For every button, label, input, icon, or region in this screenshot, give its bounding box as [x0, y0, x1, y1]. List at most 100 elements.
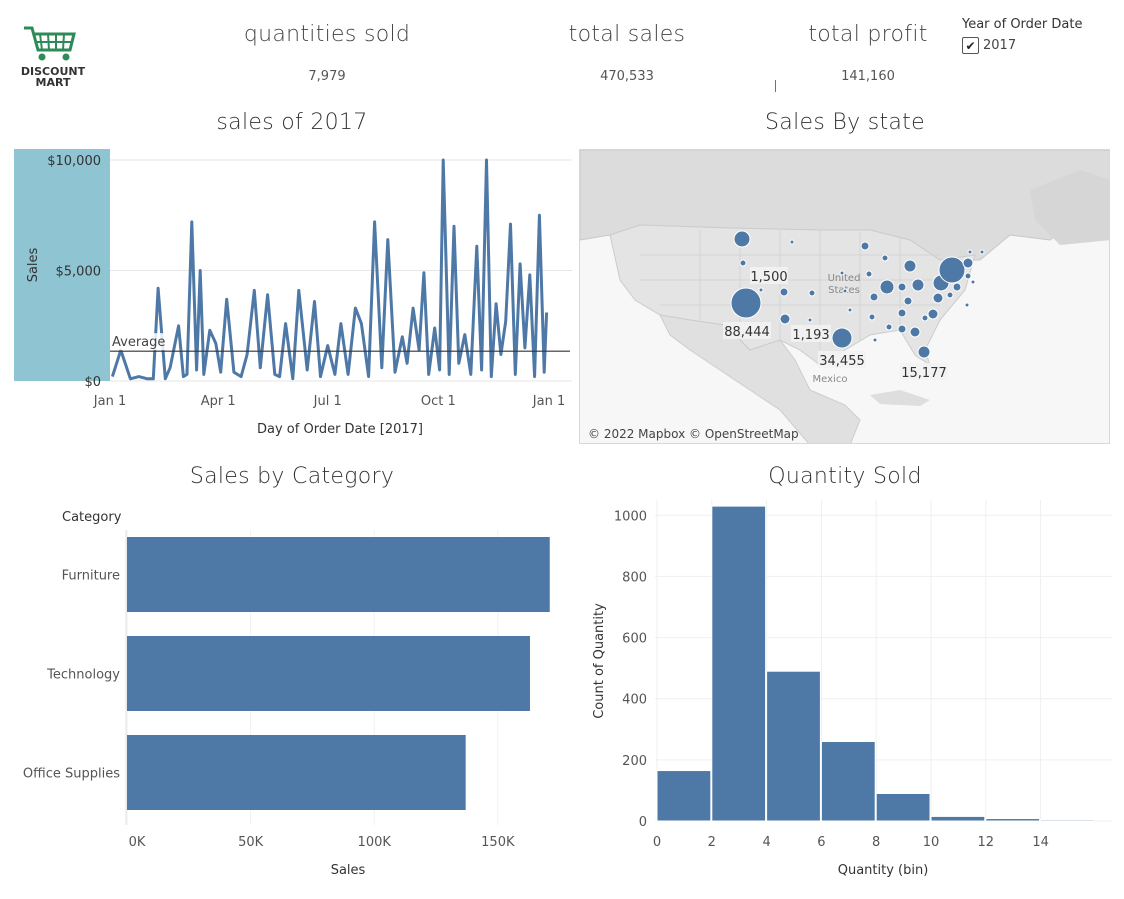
bubble-vermont	[967, 249, 973, 255]
bubble-minnesota	[860, 241, 870, 251]
logo-text-line1: DISCOUNT	[20, 65, 86, 78]
x-tick-label: 50K	[238, 835, 264, 850]
x-tick-label: Apr 1	[201, 394, 236, 409]
kpi-sales-title: total sales	[568, 22, 686, 47]
x-tick-label: Oct 1	[421, 394, 456, 409]
map-attribution[interactable]: © 2022 Mapbox © OpenStreetMap	[588, 427, 799, 441]
category-bar[interactable]	[127, 735, 466, 810]
kpi-quantities-value: 7,979	[308, 69, 346, 84]
bubble-newyork	[938, 256, 966, 284]
country-label-us-1: United	[828, 273, 861, 284]
kpi-profit-marker	[775, 80, 776, 92]
x-tick-label: 100K	[358, 835, 392, 850]
bubble-virginia	[932, 292, 944, 304]
bubble-connecticut	[964, 272, 972, 280]
bubble-nevada	[758, 287, 764, 293]
x-axis-title: Day of Order Date [2017]	[257, 422, 423, 437]
histogram-bar[interactable]	[1040, 819, 1095, 822]
bubble-georgia	[909, 326, 921, 338]
x-tick-label: Jan 1	[532, 394, 565, 409]
bubble-kentucky	[903, 296, 913, 306]
category-bar[interactable]	[127, 537, 550, 612]
kpi-quantities-title: quantities sold	[243, 22, 411, 47]
x-tick-label: 12	[978, 835, 995, 850]
sales-line-chart[interactable]: Sales $0 $5,000 $10,000 Jan 1 Apr 1 Jul 1 Oct…	[0, 140, 580, 450]
histogram-title: Quantity Sold	[768, 464, 922, 489]
kpi-sales-value: 470,533	[600, 69, 654, 84]
category-label: Office Supplies	[23, 767, 120, 782]
bubble-oklahoma	[847, 307, 853, 313]
bubble-washington	[733, 230, 751, 248]
y-axis-highlight	[14, 149, 110, 381]
histogram-bar[interactable]	[875, 792, 931, 822]
bubble-delaware	[964, 302, 970, 308]
bubble-alabama	[897, 324, 907, 334]
bubble-wisconsin	[881, 254, 889, 262]
bubble-ohio	[911, 278, 925, 292]
y-tick-label: $10,000	[47, 154, 101, 169]
state-bubbles[interactable]	[730, 230, 985, 359]
histogram-bar[interactable]	[656, 770, 712, 822]
map-label-1193: 1,193	[792, 328, 829, 343]
category-chart-title: Sales by Category	[189, 464, 395, 489]
x-tick-label: Jul 1	[313, 394, 342, 409]
map-label-1500: 1,500	[750, 270, 787, 285]
y-tick-label: 800	[622, 570, 647, 585]
bubble-indiana	[897, 282, 907, 292]
x-tick-label: 8	[872, 835, 880, 850]
bubble-florida	[917, 345, 931, 359]
y-tick-label: 1000	[614, 509, 647, 524]
map-value-labels: 1,500 88,444 1,193 34,455 15,177	[723, 267, 948, 381]
y-tick-label: 600	[622, 632, 647, 647]
shopping-cart-icon	[24, 26, 76, 61]
bubble-arizona	[779, 313, 791, 325]
category-label: Technology	[46, 668, 120, 683]
bubble-southcarolina	[921, 314, 929, 322]
country-label-mexico: Mexico	[813, 374, 848, 385]
bubble-utah	[779, 287, 789, 297]
filter-option-2017[interactable]: ✔ 2017	[962, 37, 1016, 54]
map-label-34455: 34,455	[819, 354, 865, 369]
bubble-nebraska	[839, 270, 845, 276]
map-canvas[interactable]: United States Mexico	[580, 150, 1110, 444]
map-label-88444: 88,444	[724, 325, 770, 340]
bubble-arkansas	[868, 313, 876, 321]
histogram-bar[interactable]	[711, 505, 767, 822]
x-tick-label: 6	[817, 835, 825, 850]
bubble-massachusetts	[962, 257, 974, 269]
bubble-maine	[979, 249, 985, 255]
x-tick-label: Jan 1	[93, 394, 126, 409]
kpi-profit-title: total profit	[808, 22, 928, 47]
map-title: Sales By state	[765, 110, 925, 135]
average-label-background	[111, 333, 166, 351]
bubble-tennessee	[897, 308, 907, 318]
bubble-kansas	[842, 288, 848, 294]
checkbox-checked-icon[interactable]: ✔	[962, 37, 979, 54]
y-tick-label: $5,000	[56, 265, 102, 280]
histogram-bar[interactable]	[820, 741, 876, 822]
category-bar[interactable]	[127, 636, 530, 711]
bubble-texas	[831, 327, 853, 349]
bubble-montana	[789, 239, 795, 245]
x-axis-title: Quantity (bin)	[838, 863, 929, 878]
histogram-bar[interactable]	[930, 815, 986, 822]
bubble-oregon	[739, 259, 747, 267]
state-map[interactable]: United States Mexico	[579, 149, 1110, 444]
bubble-colorado	[808, 289, 816, 297]
x-tick-label: 150K	[481, 835, 515, 850]
sales-series-line[interactable]	[110, 158, 549, 381]
quantity-histogram[interactable]: 0 200 400 600 800 1000 0 2 4 6 8 10 12 14 Count of Q…	[580, 495, 1124, 895]
bubble-newjersey	[952, 282, 962, 292]
y-tick-label: 0	[639, 815, 647, 830]
greenland-land	[1030, 170, 1109, 245]
bubble-rhodeisland	[970, 279, 976, 285]
sales-by-category-chart[interactable]: Category Furniture Technology Office Suppl…	[0, 500, 580, 890]
histogram-bar[interactable]	[766, 670, 821, 822]
x-tick-label: 4	[762, 835, 770, 850]
bubble-newmexico	[807, 317, 813, 323]
y-axis-label: Count of Quantity	[592, 603, 607, 719]
filter-option-label: 2017	[983, 38, 1017, 53]
bubble-missouri	[869, 292, 879, 302]
mexico-land	[659, 314, 861, 443]
histogram-bar[interactable]	[985, 818, 1041, 822]
